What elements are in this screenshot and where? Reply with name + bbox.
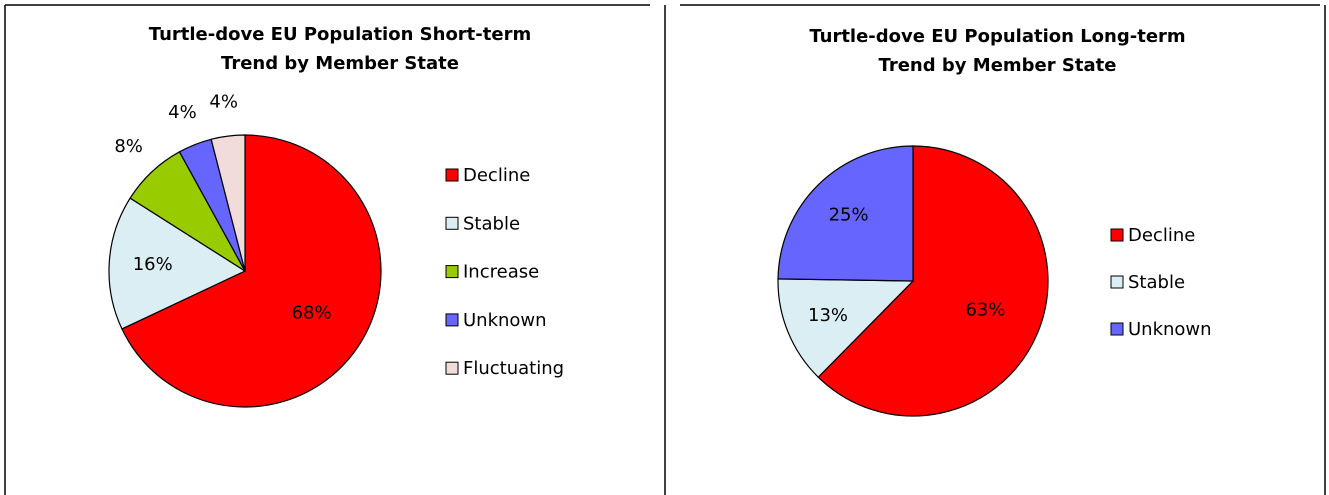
pie-slice — [777, 278, 915, 379]
legend-label: Stable — [463, 213, 520, 234]
chart-title: Turtle-dove EU Population Short-term Tre… — [148, 24, 532, 74]
legend-label: Stable — [1128, 272, 1185, 293]
data-label: 25% — [829, 205, 869, 226]
legend-swatch — [445, 313, 459, 327]
data-label: 16% — [133, 254, 173, 275]
data-label: 68% — [292, 302, 332, 323]
legend-swatch — [445, 265, 459, 279]
legend-label: Increase — [463, 262, 539, 283]
legend-label: Decline — [463, 165, 530, 186]
legend-label: Unknown — [1128, 319, 1212, 340]
pie-slice — [777, 145, 914, 282]
pie-slice — [108, 197, 247, 330]
legend-swatch — [1110, 322, 1124, 336]
legend-swatch — [1110, 275, 1124, 289]
pie-slice — [210, 134, 246, 272]
legend-label: Unknown — [463, 310, 547, 331]
chart-title: Turtle-dove EU Population Long-term Tren… — [809, 26, 1186, 76]
data-label: 13% — [808, 305, 848, 326]
pie-slice — [121, 134, 382, 408]
legend-label: Fluctuating — [463, 358, 564, 379]
data-label: 63% — [965, 300, 1005, 321]
legend-label: Decline — [1128, 225, 1195, 246]
legend-swatch — [445, 168, 459, 182]
data-label: 4% — [168, 102, 197, 123]
pie-slice — [817, 145, 1049, 417]
legend-swatch — [445, 361, 459, 375]
data-label: 8% — [114, 136, 143, 157]
legend-swatch — [1110, 228, 1124, 242]
legend-swatch — [445, 216, 459, 230]
data-label: 4% — [209, 91, 238, 112]
